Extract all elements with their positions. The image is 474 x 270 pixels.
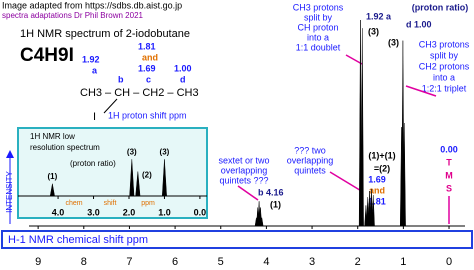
annotation: into a — [433, 72, 455, 82]
annotation: (1)+(1) — [368, 150, 395, 160]
value-label: (3) — [127, 147, 137, 156]
annotation: (3) — [388, 37, 399, 47]
d-split: CH3 protons split by CH2 protons into a … — [419, 39, 470, 93]
chain: CH3 – CH – CH2 – CH3 — [80, 87, 199, 99]
x-tick-label: 2 — [355, 256, 361, 268]
annotation: (proton ratio) — [412, 2, 469, 12]
x-axis-label: H-1 NMR chemical shift ppm — [8, 234, 148, 246]
a-split: CH3 protons split by CH proton into a 1:… — [293, 2, 344, 52]
x-tick-label: 4.0 — [52, 207, 65, 217]
annotation: CH3 protons — [419, 39, 470, 49]
x-tick-label: 8 — [81, 256, 87, 268]
annotation: M — [445, 170, 453, 180]
annotation: CH3 protons — [293, 2, 344, 12]
x-tick-label: 6 — [172, 256, 178, 268]
inset-x-label: ppm — [141, 200, 155, 207]
x-tick-label: 3.0 — [87, 207, 100, 217]
inset-title: 1H NMR low — [30, 132, 75, 141]
annotation: (3) — [368, 26, 379, 36]
peak — [360, 28, 364, 227]
inset-box — [17, 127, 208, 219]
credit: spectra adaptations Dr Phil Brown 2021 — [2, 11, 144, 20]
inset-x-label: chem — [65, 200, 82, 207]
letter: d — [180, 74, 186, 84]
bond — [103, 98, 118, 114]
peak — [402, 122, 406, 227]
annotation: into a — [307, 32, 329, 42]
peak — [49, 183, 55, 197]
peak — [135, 171, 141, 197]
peak — [260, 217, 264, 227]
annotation: d 1.00 — [406, 19, 432, 29]
annotation: ??? two — [294, 145, 326, 155]
pointer — [405, 85, 437, 97]
value-label: (1) — [48, 172, 58, 181]
annotation: S — [446, 183, 452, 193]
peak — [129, 159, 135, 197]
shift: 1.92 — [82, 54, 100, 64]
annotation: split by — [430, 50, 459, 60]
caption: 1H proton shift ppm — [108, 110, 187, 120]
inset-title: resolution spectrum — [30, 143, 100, 152]
letter: c — [146, 74, 151, 84]
letter: b — [118, 74, 124, 84]
annotation: CH proton — [297, 22, 338, 32]
x-tick-label: 0 — [446, 256, 452, 268]
inset-subtitle: (proton ratio) — [70, 159, 116, 168]
iodine: I — [93, 111, 96, 123]
annotation: overlapping — [287, 155, 334, 165]
x-tick-label: 0.0 — [194, 207, 207, 217]
shift: 1.69 — [138, 63, 156, 73]
shift-and: and — [142, 52, 158, 62]
shift: 1.00 — [174, 63, 192, 73]
annotation: overlapping — [221, 165, 268, 175]
letter: a — [92, 65, 98, 75]
x-tick-label: 4 — [263, 256, 269, 268]
annotation: 1.69 — [368, 174, 386, 184]
pointer — [345, 54, 363, 65]
y-arrow-head — [6, 150, 14, 158]
annotation: 1.92 a — [366, 11, 392, 21]
axis-bar — [1, 230, 473, 249]
annotation: 1.81 — [368, 196, 386, 206]
annotation: quintets — [294, 165, 326, 175]
value-label: (2) — [142, 171, 152, 180]
spectrum-title: 1H NMR spectrum of 2-iodobutane — [20, 28, 190, 40]
pointer — [237, 185, 259, 201]
annotation: 1:1 doublet — [296, 42, 341, 52]
annotation: quintets ??? — [219, 175, 268, 185]
annotation: b 4.16 — [258, 187, 284, 197]
x-tick-label: 9 — [35, 256, 41, 268]
annotation: sextet or two — [218, 155, 269, 165]
source: Image adapted from https://sdbs.db.aist.… — [2, 0, 182, 10]
shift: 1.81 — [138, 41, 156, 51]
pointer — [329, 171, 364, 193]
formula: C4H9I — [20, 45, 74, 66]
x-tick-label: 1 — [400, 256, 406, 268]
peak — [371, 195, 375, 227]
x-tick-label: 1.0 — [158, 207, 171, 217]
value-label: (3) — [160, 147, 170, 156]
annotation: T — [446, 157, 452, 167]
x-tick-label: 7 — [126, 256, 132, 268]
inset-x-label: shift — [104, 200, 117, 207]
x-tick-label: 3 — [309, 256, 315, 268]
annotation: 0.00 — [440, 144, 458, 154]
x-tick-label: 2.0 — [123, 207, 136, 217]
annotation: =(2) — [374, 163, 390, 173]
annotation: 1:2:1 triplet — [422, 83, 467, 93]
annotation: (1) — [270, 199, 281, 209]
x-tick-label: 5 — [218, 256, 224, 268]
peak — [161, 159, 167, 197]
annotation: split by — [304, 12, 333, 22]
annotation: and — [369, 185, 385, 195]
annotation: CH2 protons — [419, 61, 470, 71]
peak — [369, 188, 373, 227]
